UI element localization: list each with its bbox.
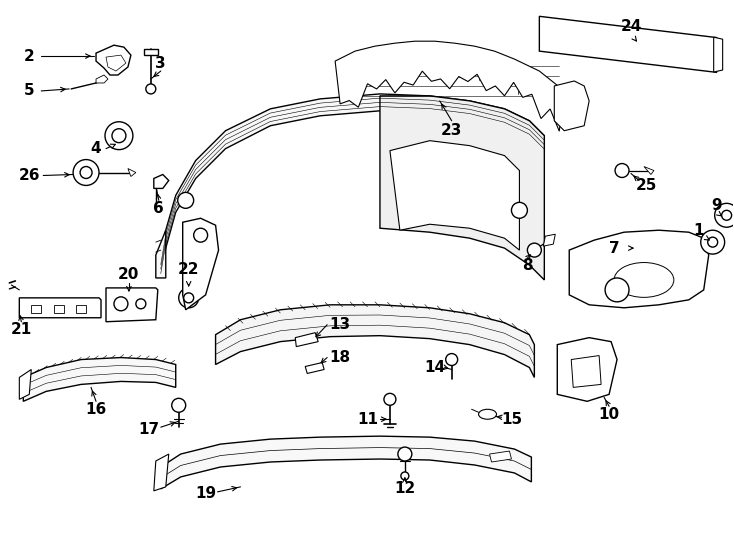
Polygon shape	[571, 355, 601, 387]
Polygon shape	[305, 362, 324, 374]
Polygon shape	[154, 454, 169, 491]
Circle shape	[80, 166, 92, 179]
Polygon shape	[154, 174, 169, 188]
Text: 14: 14	[424, 360, 446, 375]
Text: 10: 10	[598, 407, 619, 422]
Text: 13: 13	[330, 317, 351, 332]
Circle shape	[512, 202, 528, 218]
Text: 6: 6	[153, 201, 164, 216]
Text: 9: 9	[711, 198, 722, 213]
Text: 24: 24	[620, 19, 642, 34]
Polygon shape	[96, 75, 108, 83]
Circle shape	[172, 399, 186, 412]
Polygon shape	[156, 230, 166, 278]
Polygon shape	[554, 81, 589, 131]
Circle shape	[136, 299, 146, 309]
Polygon shape	[161, 94, 545, 278]
Circle shape	[722, 210, 732, 220]
Polygon shape	[216, 305, 534, 377]
Text: 21: 21	[11, 322, 32, 337]
Polygon shape	[96, 45, 131, 75]
Polygon shape	[539, 16, 716, 72]
Polygon shape	[380, 96, 545, 280]
Polygon shape	[543, 234, 556, 246]
Circle shape	[446, 354, 458, 366]
Circle shape	[701, 230, 724, 254]
Ellipse shape	[479, 409, 496, 419]
Circle shape	[184, 293, 194, 303]
Polygon shape	[644, 166, 654, 174]
Polygon shape	[19, 369, 32, 400]
Circle shape	[194, 228, 208, 242]
Polygon shape	[295, 333, 318, 347]
Circle shape	[528, 243, 542, 257]
Polygon shape	[557, 338, 617, 401]
Ellipse shape	[614, 262, 674, 298]
Circle shape	[401, 472, 409, 480]
Text: 15: 15	[501, 411, 522, 427]
Text: 3: 3	[156, 56, 166, 71]
Text: 20: 20	[118, 267, 139, 282]
Circle shape	[178, 288, 199, 308]
Polygon shape	[76, 305, 86, 313]
Polygon shape	[161, 436, 531, 489]
Text: 4: 4	[91, 141, 101, 156]
Circle shape	[178, 192, 194, 208]
Circle shape	[105, 122, 133, 150]
Circle shape	[73, 160, 99, 185]
Text: 12: 12	[394, 481, 415, 496]
Text: 26: 26	[18, 168, 40, 183]
Polygon shape	[490, 451, 512, 462]
Polygon shape	[183, 218, 219, 310]
Polygon shape	[335, 41, 564, 131]
Text: 11: 11	[357, 411, 379, 427]
Text: 22: 22	[178, 262, 200, 278]
Circle shape	[384, 393, 396, 406]
Text: 8: 8	[522, 258, 533, 273]
Polygon shape	[106, 288, 158, 322]
Polygon shape	[570, 230, 709, 308]
Circle shape	[112, 129, 126, 143]
Circle shape	[146, 84, 156, 94]
Circle shape	[398, 447, 412, 461]
Text: 25: 25	[636, 178, 658, 193]
Polygon shape	[23, 357, 175, 401]
Text: 17: 17	[138, 422, 159, 437]
Circle shape	[114, 297, 128, 311]
Text: 5: 5	[24, 83, 34, 98]
Text: 16: 16	[85, 402, 106, 417]
Polygon shape	[19, 298, 101, 318]
Text: 1: 1	[694, 222, 704, 238]
Text: 2: 2	[24, 49, 34, 64]
Polygon shape	[54, 305, 64, 313]
Circle shape	[708, 237, 718, 247]
Polygon shape	[106, 55, 126, 71]
Text: 23: 23	[441, 123, 462, 138]
Circle shape	[605, 278, 629, 302]
Circle shape	[715, 204, 734, 227]
Polygon shape	[32, 305, 41, 313]
Circle shape	[615, 164, 629, 178]
Text: 7: 7	[608, 241, 619, 255]
Text: 18: 18	[330, 350, 351, 365]
Polygon shape	[390, 140, 520, 250]
Polygon shape	[144, 49, 158, 55]
Text: 19: 19	[195, 487, 217, 501]
Polygon shape	[128, 168, 136, 177]
Polygon shape	[713, 37, 723, 72]
